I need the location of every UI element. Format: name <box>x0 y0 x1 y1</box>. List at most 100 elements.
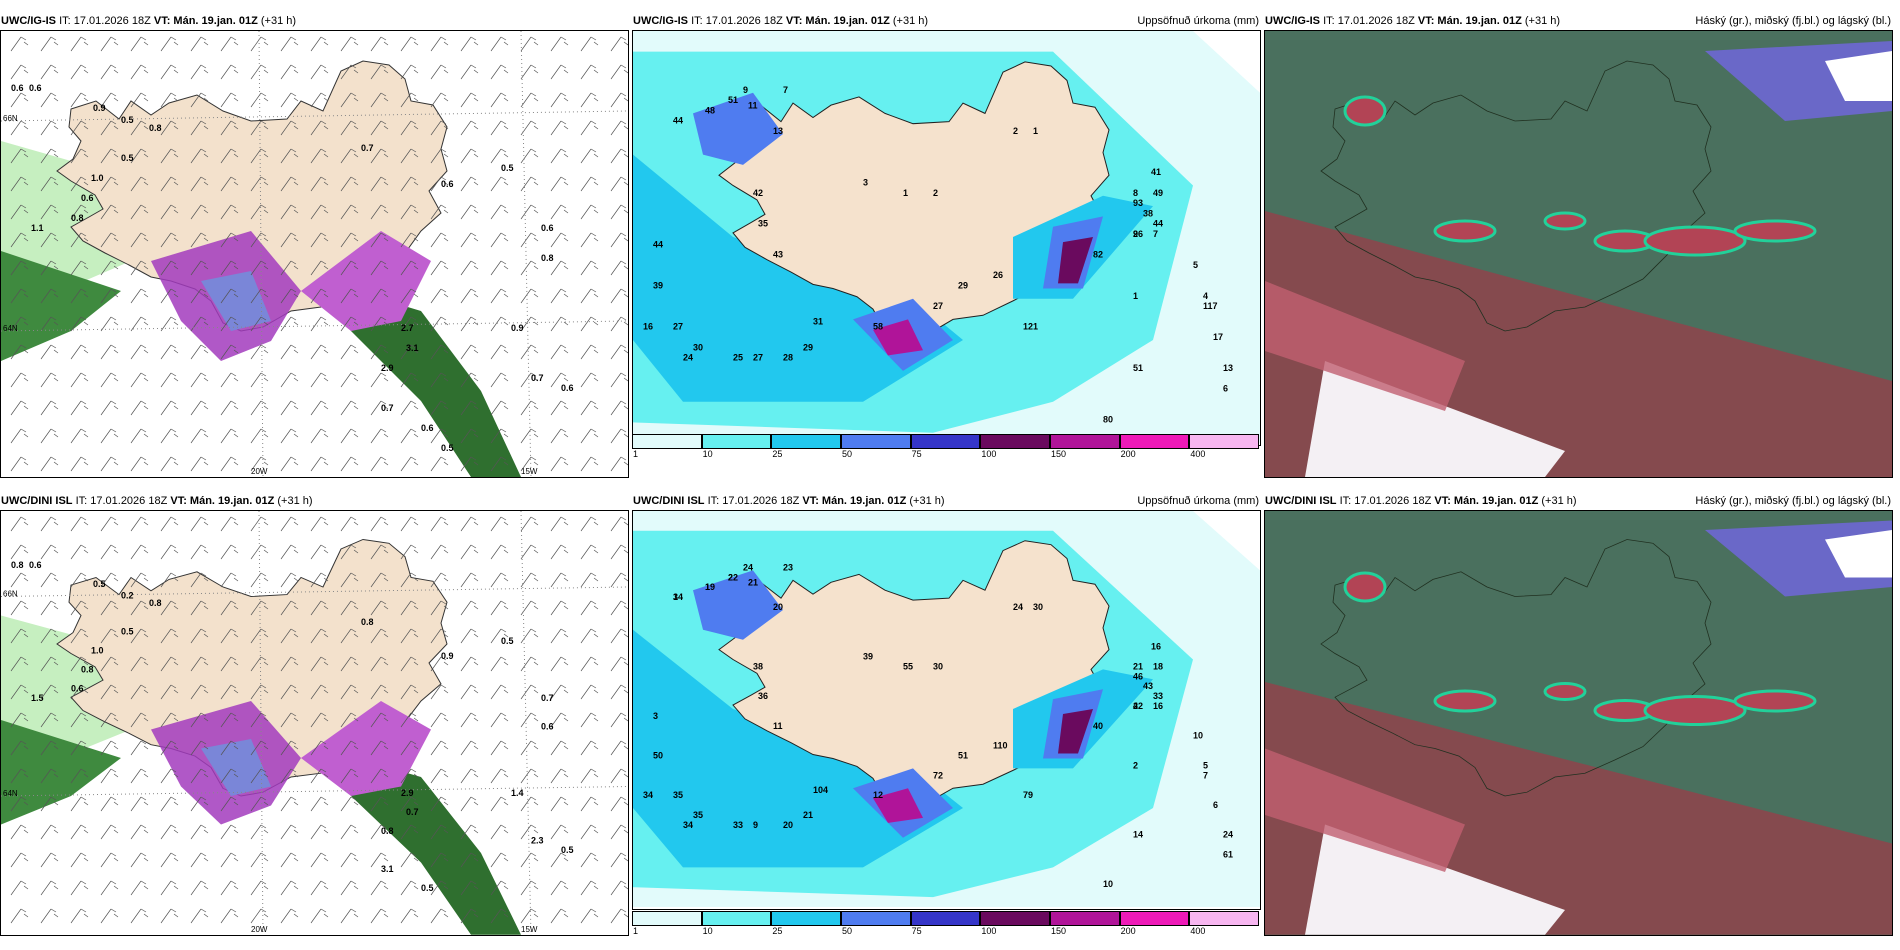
wind-barb <box>340 232 359 248</box>
wind-barb <box>10 204 29 220</box>
panel-dini-clouds: UWC/DINI ISL IT: 17.01.2026 18Z VT: Mán.… <box>1264 492 1893 938</box>
wind-barb <box>340 684 359 700</box>
wind-barb <box>10 428 29 444</box>
wind-barb <box>10 824 29 840</box>
wind-barb <box>10 316 29 332</box>
colorbar-swatch <box>910 434 981 449</box>
contour-label: 0.5 <box>561 845 574 855</box>
wind-barb <box>460 64 479 80</box>
wind-barb <box>400 768 419 784</box>
contour-label: 1 <box>1133 291 1138 301</box>
wind-barb <box>550 628 569 644</box>
wind-barb <box>490 908 509 924</box>
wind-barb <box>160 204 179 220</box>
contour-label: 3.1 <box>406 343 419 353</box>
wind-barb <box>130 92 149 108</box>
wind-barb <box>340 824 359 840</box>
wind-barb <box>280 148 299 164</box>
contour-label: 121 <box>1023 322 1038 332</box>
wind-barb <box>310 600 329 616</box>
wind-barb <box>250 372 269 388</box>
wind-barb <box>430 456 449 472</box>
contour-label: 0.7 <box>541 693 554 703</box>
wind-barb <box>550 344 569 360</box>
wind-barb <box>40 260 59 276</box>
wind-barb <box>580 372 599 388</box>
wind-barb <box>130 204 149 220</box>
wind-barb <box>310 572 329 588</box>
contour-label: 30 <box>693 342 703 352</box>
wind-barb <box>280 684 299 700</box>
colorbar-tick-label: 150 <box>1051 449 1067 459</box>
wind-barb <box>580 36 599 52</box>
wind-barb <box>430 204 449 220</box>
wind-barb <box>220 204 239 220</box>
panel-header: UWC/DINI ISL IT: 17.01.2026 18Z VT: Mán.… <box>1264 492 1893 510</box>
wind-barb <box>460 572 479 588</box>
wind-barb <box>250 852 269 868</box>
issue-time: IT: 17.01.2026 18Z <box>1339 495 1432 507</box>
contour-label: 93 <box>1133 198 1143 208</box>
wind-barb <box>310 628 329 644</box>
wind-barb <box>490 204 509 220</box>
valid-prefix: VT: <box>153 15 171 27</box>
contour-label: 2 <box>728 572 733 582</box>
wind-barb <box>130 684 149 700</box>
wind-barb <box>520 148 539 164</box>
wind-barb <box>610 428 628 444</box>
wind-barb <box>280 544 299 560</box>
wind-barb <box>190 288 209 304</box>
contour-label: 0.7 <box>361 143 374 153</box>
wind-barb <box>280 400 299 416</box>
lead-time: (+31 h) <box>277 495 313 507</box>
field-title: Uppsöfnuð úrkoma (mm) <box>1137 15 1259 27</box>
wind-barb <box>190 908 209 924</box>
wind-barb <box>100 796 119 812</box>
wind-barb <box>430 92 449 108</box>
wind-barb <box>190 428 209 444</box>
wind-barb <box>100 768 119 784</box>
wind-barb <box>340 768 359 784</box>
wind-barb <box>250 740 269 756</box>
wind-barb <box>220 712 239 728</box>
wind-barb <box>460 120 479 136</box>
wind-barb <box>130 796 149 812</box>
wind-barb <box>430 572 449 588</box>
wind-barb <box>370 796 389 812</box>
wind-barb <box>580 428 599 444</box>
wind-barb <box>250 880 269 896</box>
wind-barb <box>160 656 179 672</box>
wind-barb <box>610 400 628 416</box>
wind-barb <box>280 36 299 52</box>
contour-label: 39 <box>653 281 663 291</box>
colorbar-swatch <box>980 434 1050 449</box>
contour-label: 0.7 <box>381 403 394 413</box>
wind-barb <box>340 120 359 136</box>
wind-barb <box>190 516 209 532</box>
wind-barb <box>310 684 329 700</box>
cloud-map-canvas <box>1265 511 1892 935</box>
wind-barb <box>10 344 29 360</box>
wind-barb <box>310 260 329 276</box>
wind-barb <box>550 64 569 80</box>
colorbar-tick-label: 200 <box>1120 926 1136 936</box>
contour-label: 2 <box>1133 760 1138 770</box>
wind-barb <box>580 316 599 332</box>
colorbar-tick-label: 25 <box>772 926 783 936</box>
axis-label: 15W <box>521 467 538 476</box>
wind-barb <box>310 824 329 840</box>
wind-barb <box>70 148 89 164</box>
contour-label: 14 <box>1133 830 1143 840</box>
wind-barb <box>10 796 29 812</box>
contour-label: 1.0 <box>91 646 104 656</box>
wind-barb <box>70 316 89 332</box>
wind-barb <box>370 600 389 616</box>
wind-barb <box>370 852 389 868</box>
wind-barb <box>190 684 209 700</box>
wind-barb <box>100 428 119 444</box>
contour-label: 72 <box>933 770 943 780</box>
colorbar-tick-label: 75 <box>911 926 922 936</box>
wind-barb <box>220 316 239 332</box>
wind-barb <box>280 316 299 332</box>
